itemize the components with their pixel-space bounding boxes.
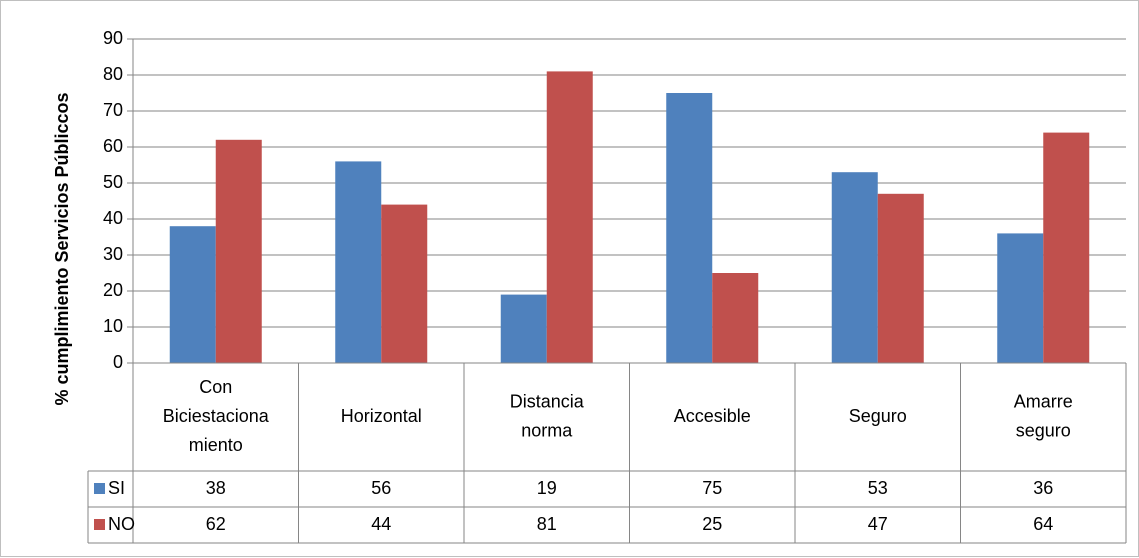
category-label: Biciestaciona bbox=[163, 406, 270, 426]
data-label: 47 bbox=[868, 514, 888, 534]
data-label: 56 bbox=[371, 478, 391, 498]
category-label: Seguro bbox=[849, 406, 907, 426]
bar-no bbox=[712, 273, 759, 363]
legend-swatch bbox=[94, 483, 105, 494]
legend-label: NO bbox=[108, 514, 135, 534]
data-label: 75 bbox=[702, 478, 722, 498]
bar-no bbox=[1043, 132, 1090, 363]
bar-si bbox=[500, 294, 547, 363]
data-label: 38 bbox=[206, 478, 226, 498]
y-tick-label: 90 bbox=[103, 28, 123, 48]
y-axis-title: % cumplimiento Servicios Públiccos bbox=[52, 92, 72, 405]
bar-si bbox=[831, 172, 878, 363]
category-label: Distancia bbox=[510, 391, 585, 411]
data-label: 81 bbox=[537, 514, 557, 534]
y-tick-label: 10 bbox=[103, 316, 123, 336]
bar-si bbox=[169, 226, 216, 363]
bar-no bbox=[381, 204, 428, 363]
data-label: 62 bbox=[206, 514, 226, 534]
bar-si bbox=[997, 233, 1044, 363]
category-label: seguro bbox=[1016, 420, 1071, 440]
legend-swatch bbox=[94, 519, 105, 530]
bar-si bbox=[335, 161, 382, 363]
bar-si bbox=[666, 93, 713, 363]
data-label: 64 bbox=[1033, 514, 1053, 534]
y-tick-label: 0 bbox=[113, 352, 123, 372]
category-label: Amarre bbox=[1014, 391, 1073, 411]
data-label: 53 bbox=[868, 478, 888, 498]
category-label: Con bbox=[199, 377, 232, 397]
y-tick-label: 40 bbox=[103, 208, 123, 228]
category-label: Accesible bbox=[674, 406, 751, 426]
category-label: norma bbox=[521, 420, 573, 440]
y-tick-label: 30 bbox=[103, 244, 123, 264]
y-tick-label: 80 bbox=[103, 64, 123, 84]
y-tick-label: 20 bbox=[103, 280, 123, 300]
data-label: 44 bbox=[371, 514, 391, 534]
legend-label: SI bbox=[108, 478, 125, 498]
bar-no bbox=[215, 139, 262, 363]
data-label: 19 bbox=[537, 478, 557, 498]
y-tick-label: 50 bbox=[103, 172, 123, 192]
category-label: Horizontal bbox=[341, 406, 422, 426]
y-tick-label: 70 bbox=[103, 100, 123, 120]
data-label: 36 bbox=[1033, 478, 1053, 498]
data-label: 25 bbox=[702, 514, 722, 534]
y-tick-label: 60 bbox=[103, 136, 123, 156]
bar-no bbox=[546, 71, 593, 364]
bar-no bbox=[877, 193, 924, 363]
category-label: miento bbox=[189, 435, 243, 455]
